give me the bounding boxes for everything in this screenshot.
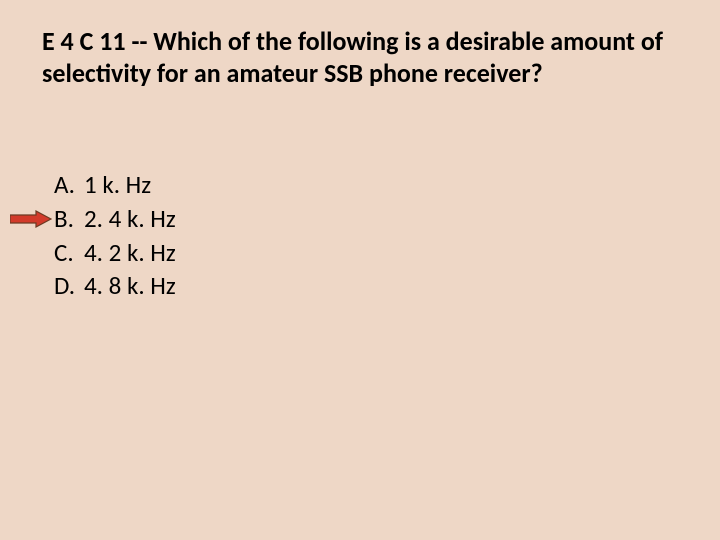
option-letter: B. bbox=[54, 202, 84, 236]
question-text: E 4 C 11 -- Which of the following is a … bbox=[42, 26, 682, 89]
arrow-shape bbox=[10, 211, 51, 227]
options-list: A. 1 k. Hz B. 2. 4 k. Hz C. 4. 2 k. Hz D… bbox=[54, 168, 176, 303]
option-d: D. 4. 8 k. Hz bbox=[54, 269, 176, 303]
option-text: 4. 2 k. Hz bbox=[84, 236, 176, 270]
answer-arrow-icon bbox=[10, 210, 52, 228]
option-text: 4. 8 k. Hz bbox=[84, 269, 176, 303]
option-a: A. 1 k. Hz bbox=[54, 168, 176, 202]
option-b: B. 2. 4 k. Hz bbox=[54, 202, 176, 236]
option-text: 2. 4 k. Hz bbox=[84, 202, 176, 236]
option-c: C. 4. 2 k. Hz bbox=[54, 236, 176, 270]
option-text: 1 k. Hz bbox=[84, 168, 151, 202]
option-letter: A. bbox=[54, 168, 84, 202]
quiz-slide: E 4 C 11 -- Which of the following is a … bbox=[0, 0, 720, 540]
option-letter: C. bbox=[54, 236, 84, 270]
option-letter: D. bbox=[54, 269, 84, 303]
